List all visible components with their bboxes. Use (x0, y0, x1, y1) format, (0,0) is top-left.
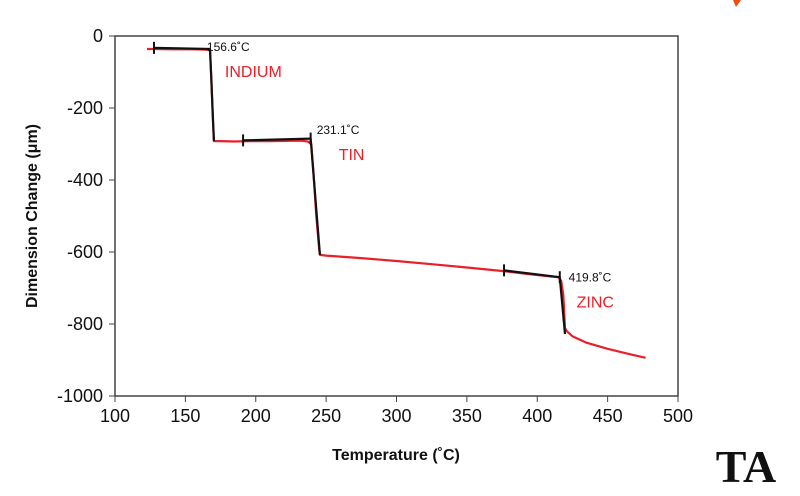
y-tick-label: -200 (67, 98, 103, 118)
y-tick-label: -400 (67, 170, 103, 190)
x-tick-label: 500 (663, 406, 693, 426)
series-line-measured (147, 47, 646, 359)
annotation-group: 156.6˚C INDIUM 231.1˚C TIN 419.8˚C ZINC (207, 40, 614, 311)
y-axis-title: Dimension Change (μm) (24, 124, 41, 308)
accent-mark (733, 0, 741, 7)
annotation-temp-zinc: 419.8˚C (569, 270, 612, 284)
tangent-tin-drop (309, 138, 322, 255)
x-tick-label: 200 (241, 406, 271, 426)
x-tick-label: 250 (311, 406, 341, 426)
x-tick-label: 450 (593, 406, 623, 426)
series-group (147, 47, 646, 359)
x-axis-title: Temperature (˚C) (332, 447, 460, 464)
annotation-label-tin: TIN (339, 147, 365, 164)
x-tick-label: 300 (381, 406, 411, 426)
tangent-indium-drop (208, 48, 216, 142)
tangent-zinc-baseline (503, 269, 560, 279)
plot-frame (114, 35, 679, 397)
annotation-label-zinc: ZINC (577, 294, 614, 311)
annotation-temp-indium: 156.6˚C (207, 40, 250, 54)
annotation-temp-tin: 231.1˚C (317, 123, 360, 137)
tangent-indium-baseline (153, 46, 211, 51)
y-axis: 0 -200 -400 -600 -800 -1000 (57, 26, 115, 406)
tangent-tin-baseline (243, 137, 311, 142)
ta-logo: TA (716, 441, 777, 492)
x-axis: 100 150 200 250 300 350 400 450 500 (100, 396, 693, 426)
x-tick-label: 400 (522, 406, 552, 426)
x-tick-label: 100 (100, 406, 130, 426)
x-tick-label: 150 (170, 406, 200, 426)
y-tick-label: 0 (93, 26, 103, 46)
y-tick-label: -600 (67, 242, 103, 262)
x-tick-label: 350 (452, 406, 482, 426)
y-tick-label: -1000 (57, 386, 103, 406)
y-tick-label: -800 (67, 314, 103, 334)
tangent-group (152, 41, 567, 335)
annotation-label-indium: INDIUM (225, 64, 282, 81)
tangent-zinc-drop (558, 277, 567, 335)
